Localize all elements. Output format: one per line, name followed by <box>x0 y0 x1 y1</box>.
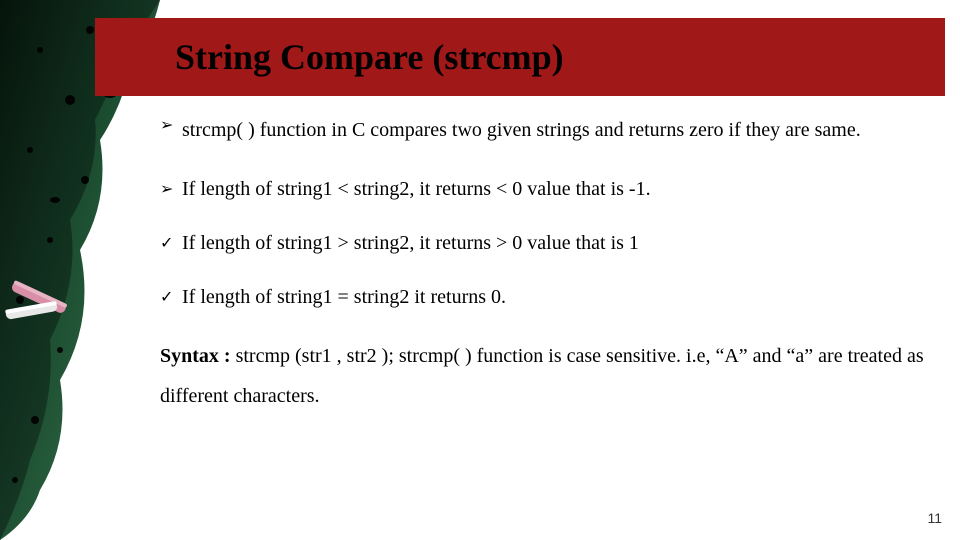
bullet-item: ✓ If length of string1 > string2, it ret… <box>160 228 940 258</box>
bullet-text: If length of string1 < string2, it retur… <box>182 174 940 204</box>
title-bar: String Compare (strcmp) <box>95 18 945 96</box>
bullet-text: If length of string1 = string2 it return… <box>182 282 940 312</box>
bullet-text: strcmp( ) function in C compares two giv… <box>182 110 940 150</box>
arrow-icon: ➢ <box>160 110 182 138</box>
check-icon: ✓ <box>160 282 182 310</box>
arrow-icon: ➢ <box>160 174 182 202</box>
syntax-label: Syntax : <box>160 345 236 367</box>
bullet-item: ➢ If length of string1 < string2, it ret… <box>160 174 940 204</box>
page-number: 11 <box>927 510 942 526</box>
content-area: ➢ strcmp( ) function in C compares two g… <box>160 110 940 416</box>
check-icon: ✓ <box>160 228 182 256</box>
bullet-item: ➢ strcmp( ) function in C compares two g… <box>160 110 940 150</box>
bullet-text: If length of string1 > string2, it retur… <box>182 228 940 258</box>
slide-title: String Compare (strcmp) <box>175 36 564 78</box>
bullet-item: ✓ If length of string1 = string2 it retu… <box>160 282 940 312</box>
syntax-text: strcmp (str1 , str2 ); strcmp( ) functio… <box>160 345 924 407</box>
syntax-block: Syntax : strcmp (str1 , str2 ); strcmp( … <box>160 336 940 416</box>
